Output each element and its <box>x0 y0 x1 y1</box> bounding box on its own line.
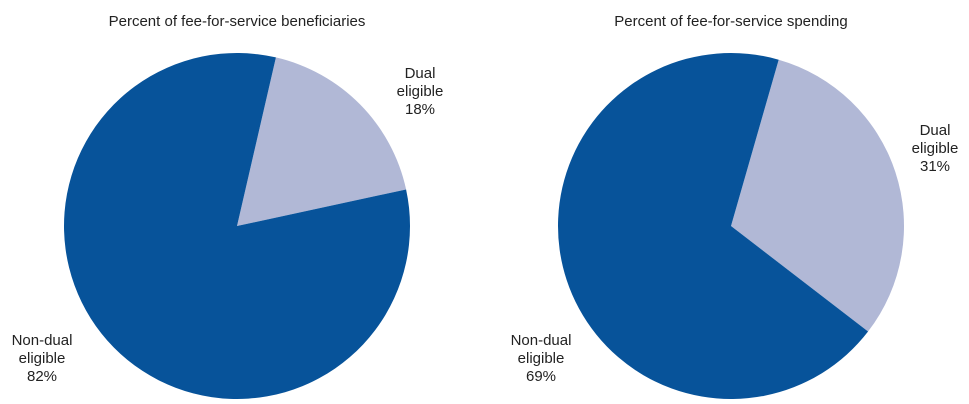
label-line: eligible <box>397 83 444 100</box>
value-label: 69% <box>526 368 556 385</box>
slice-label: Non-dual eligible <box>12 332 73 367</box>
label-line: Dual <box>920 122 951 139</box>
label-line: eligible <box>518 350 565 367</box>
slice-label: Dual eligible <box>912 122 959 157</box>
chart-title: Percent of fee-for-service beneficiaries <box>109 13 366 30</box>
value-label: 18% <box>405 101 435 118</box>
label-line: eligible <box>19 350 66 367</box>
value-label: 31% <box>920 158 950 175</box>
value-label: 82% <box>27 368 57 385</box>
pie-slice <box>731 59 904 332</box>
slice-label: Dual eligible <box>397 65 444 100</box>
label-line: Non-dual <box>511 332 572 349</box>
slice-label: Non-dual eligible <box>511 332 572 367</box>
pie-slice <box>64 53 411 400</box>
pie-slice <box>237 57 407 227</box>
pie-slice <box>557 53 869 399</box>
label-line: Non-dual <box>12 332 73 349</box>
label-line: eligible <box>912 140 959 157</box>
label-line: Dual <box>405 65 436 82</box>
chart-title: Percent of fee-for-service spending <box>614 13 847 30</box>
